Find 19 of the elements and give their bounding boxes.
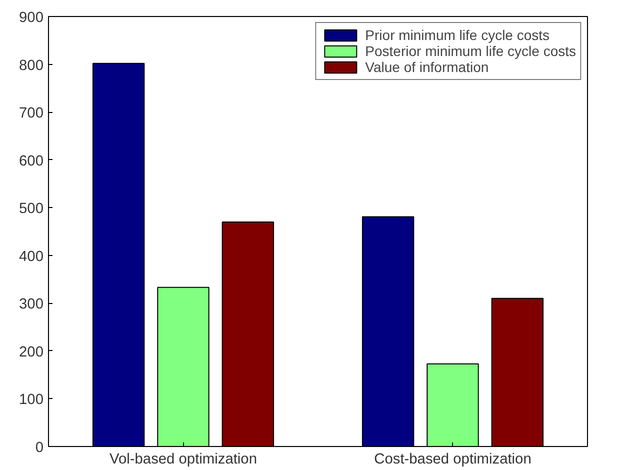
y-tick-label: 500	[19, 201, 44, 218]
y-tick-label: 900	[19, 10, 44, 26]
bar	[362, 216, 414, 446]
x-tick-label: Cost-based optimization	[374, 452, 532, 468]
bar	[222, 221, 274, 446]
legend-label: Value of information	[365, 59, 489, 75]
y-tick-label: 0	[35, 440, 44, 456]
y-tick-label: 800	[19, 58, 44, 74]
bar	[92, 62, 145, 446]
legend-label: Prior minimum life cycle costs	[365, 27, 550, 43]
y-tick-label: 200	[19, 344, 44, 360]
y-tick-label: 700	[19, 106, 44, 122]
y-tick-label: 300	[19, 296, 44, 313]
legend-label: Posterior minimum life cycle costs	[365, 43, 576, 59]
y-tick-label: 400	[19, 248, 44, 265]
y-tick-label: 600	[19, 153, 44, 170]
bar	[491, 298, 544, 446]
y-tick-label: 100	[19, 392, 44, 408]
x-tick-label: Vol-based optimization	[110, 452, 257, 468]
